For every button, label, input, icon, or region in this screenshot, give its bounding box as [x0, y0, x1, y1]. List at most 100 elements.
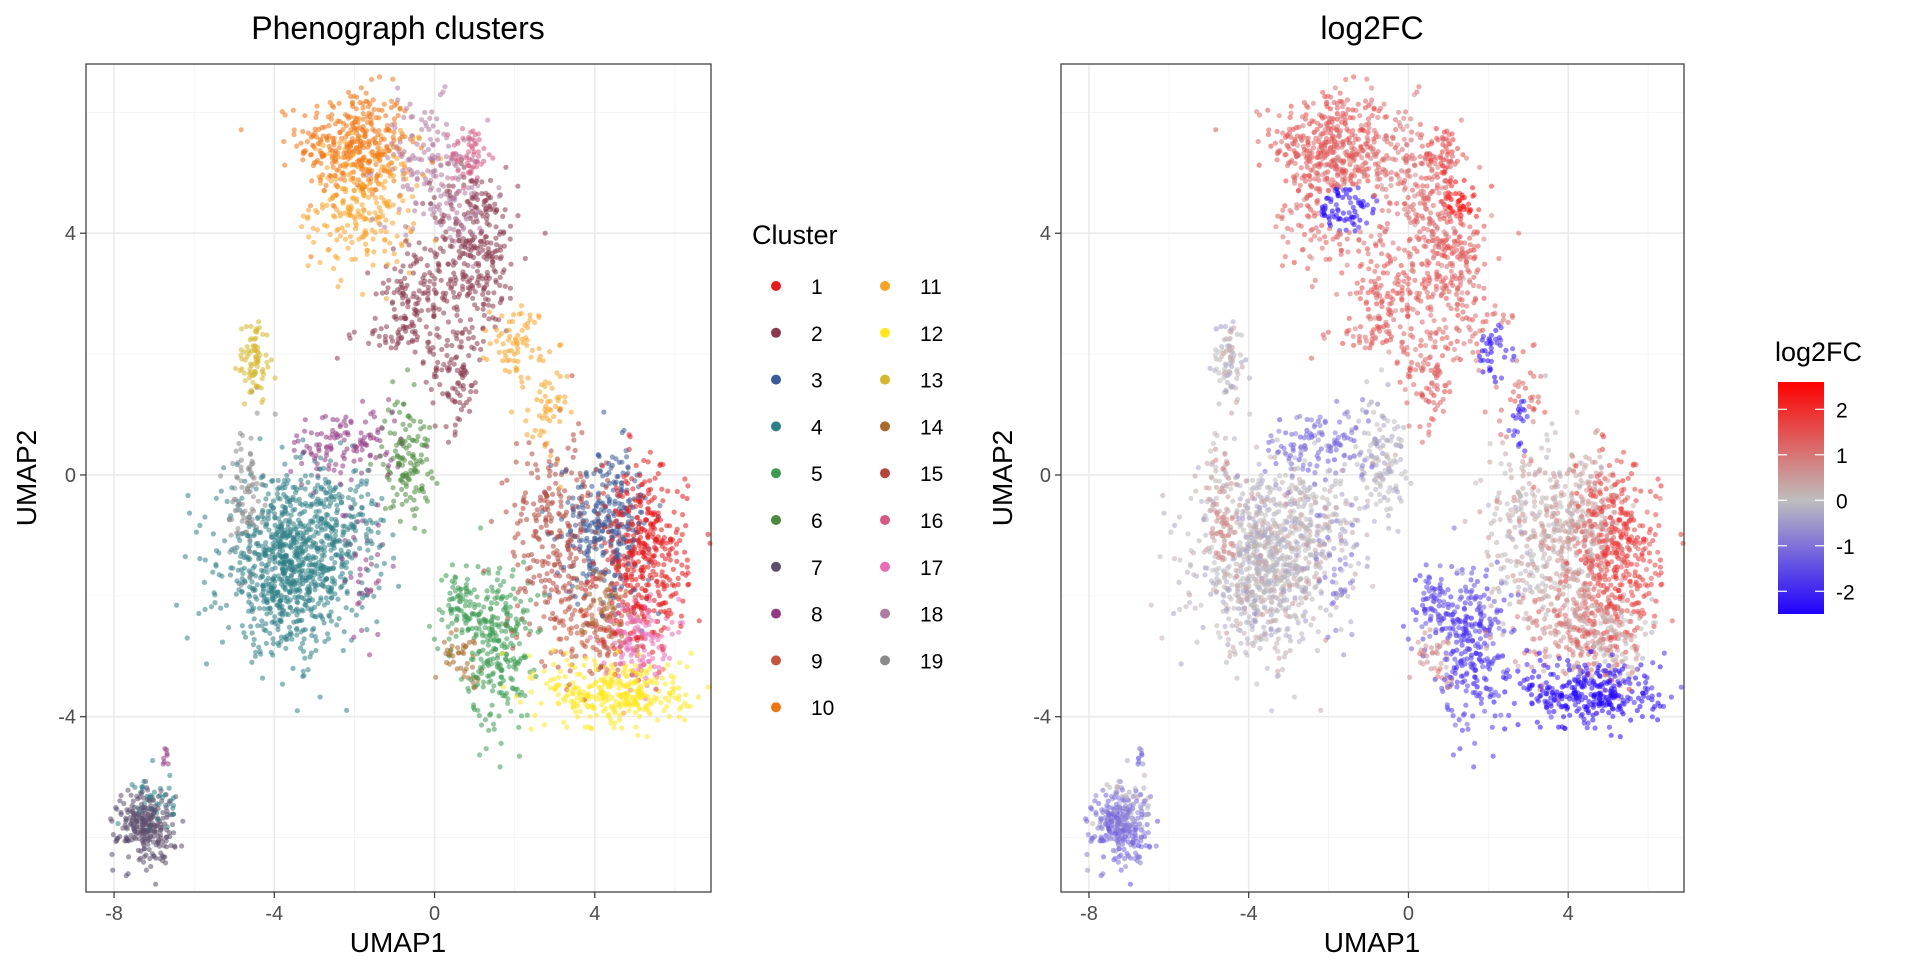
cluster-point: [650, 649, 656, 655]
cluster-point: [256, 319, 262, 325]
cluster-point: [568, 588, 574, 594]
cluster-point: [376, 333, 382, 339]
cluster-point: [484, 282, 490, 288]
cluster-point: [499, 643, 505, 649]
cluster-point: [114, 837, 120, 844]
cluster-point: [174, 602, 180, 608]
cluster-point: [334, 622, 340, 628]
cluster-point: [647, 678, 654, 684]
cluster-point: [552, 625, 558, 631]
cluster-point: [291, 127, 297, 133]
cluster-point: [646, 621, 652, 628]
cluster-point: [249, 659, 255, 665]
cluster-point: [234, 578, 240, 584]
cluster-point: [476, 153, 482, 159]
cluster-point: [285, 477, 291, 483]
cluster-point: [506, 369, 512, 375]
cluster-point: [457, 318, 463, 324]
cluster-point: [333, 461, 339, 467]
cluster-point: [515, 358, 521, 364]
cluster-point: [606, 697, 612, 703]
cluster-point: [397, 127, 403, 133]
cluster-point: [434, 326, 440, 332]
cluster-point: [406, 443, 412, 449]
cluster-point: [399, 501, 405, 507]
cluster-point: [340, 453, 346, 459]
cluster-point: [471, 706, 477, 713]
cluster-point: [318, 431, 324, 437]
cluster-point: [623, 703, 629, 709]
cluster-point: [318, 524, 324, 530]
cluster-point: [348, 127, 354, 133]
cluster-point: [443, 424, 449, 430]
cluster-point: [416, 240, 422, 246]
cluster-point: [541, 722, 548, 728]
cluster-point: [569, 612, 576, 618]
cluster-point: [388, 505, 394, 511]
cluster-point: [465, 279, 471, 285]
cluster-point: [351, 534, 357, 540]
cluster-point: [414, 183, 420, 189]
cluster-point: [403, 238, 409, 244]
cluster-point: [324, 165, 330, 171]
cluster-point: [390, 532, 396, 538]
cluster-point: [651, 694, 658, 700]
cluster-point: [365, 567, 371, 574]
cluster-point: [398, 284, 404, 291]
cluster-point: [422, 246, 428, 252]
cluster-point: [306, 522, 312, 528]
cluster-point: [681, 717, 688, 723]
cluster-point: [467, 599, 473, 605]
cluster-point: [641, 457, 647, 464]
cluster-point: [538, 578, 545, 584]
cluster-point: [673, 550, 679, 556]
cluster-point: [469, 664, 476, 670]
cluster-point: [596, 518, 602, 524]
cluster-point: [570, 512, 576, 519]
cluster-point: [445, 132, 451, 138]
cluster-point: [141, 846, 147, 852]
cluster-point: [493, 269, 499, 275]
cluster-point: [460, 135, 466, 141]
cluster-point: [305, 479, 311, 485]
cluster-point: [373, 200, 380, 206]
cluster-point: [339, 583, 345, 589]
cluster-point: [466, 396, 472, 402]
cluster-point: [484, 269, 490, 276]
cluster-point: [516, 753, 523, 759]
cluster-point: [629, 668, 635, 674]
cluster-point: [468, 676, 474, 683]
cluster-point: [566, 495, 572, 501]
cluster-point: [202, 606, 208, 613]
cluster-point: [657, 503, 663, 509]
cluster-point: [212, 600, 218, 606]
cluster-point: [379, 425, 385, 431]
cluster-point: [339, 135, 345, 141]
cluster-point: [380, 461, 386, 467]
cluster-point: [402, 313, 408, 319]
cluster-point: [556, 682, 562, 688]
cluster-point: [303, 148, 309, 154]
cluster-point: [302, 417, 308, 423]
cluster-point: [465, 685, 471, 691]
cluster-point: [486, 626, 492, 632]
cluster-point: [460, 276, 466, 282]
cluster-point: [269, 593, 275, 600]
cluster-point: [422, 109, 428, 115]
cluster-point: [374, 552, 381, 558]
cluster-point: [556, 636, 562, 642]
cluster-point: [515, 531, 521, 537]
cluster-point: [347, 512, 353, 519]
cluster-point: [345, 222, 351, 228]
cluster-point: [614, 518, 620, 524]
cluster-point: [569, 583, 576, 589]
cluster-point: [331, 537, 337, 543]
cluster-point: [632, 478, 638, 484]
cluster-point: [489, 702, 495, 708]
cluster-point: [430, 142, 436, 148]
cluster-point: [469, 191, 475, 197]
cluster-point: [358, 85, 364, 91]
cluster-point: [390, 485, 396, 491]
cluster-point: [604, 605, 610, 612]
cluster-point: [411, 462, 417, 468]
